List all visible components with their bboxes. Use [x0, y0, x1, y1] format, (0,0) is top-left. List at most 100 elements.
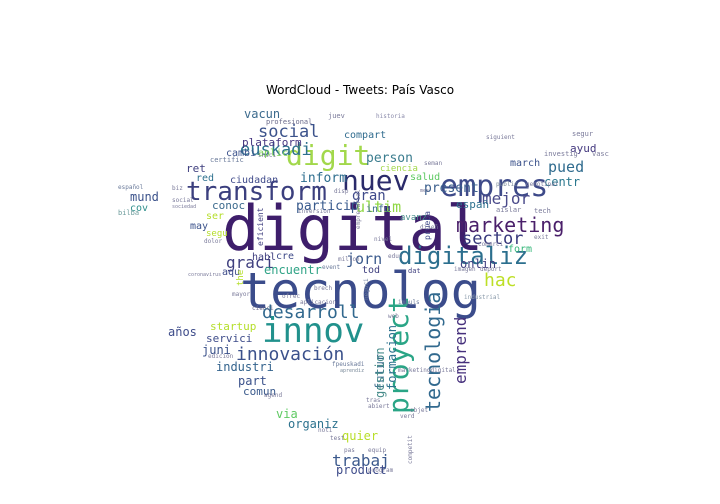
word-transform: transform [186, 177, 327, 207]
word-comerci: comerci [478, 241, 504, 248]
word-industri: industri [216, 360, 274, 374]
word-digit: digit [286, 139, 370, 172]
word-info: info [366, 204, 390, 215]
word-prueba: prueba [423, 211, 432, 240]
word-form: form [508, 244, 532, 255]
word-equip: equip [368, 447, 386, 454]
word-mund: mund [130, 190, 159, 204]
word-event: event [322, 264, 340, 271]
word-cre: cre [276, 251, 294, 262]
word-noti: noti [318, 427, 333, 434]
word-gran: gran [352, 188, 386, 204]
word-encuentr: encuentr [264, 263, 322, 277]
word-brech: brech [314, 285, 332, 292]
word-nivel: nivel [374, 236, 392, 243]
word-dat: dat [408, 267, 421, 275]
word-sociedad: sociedad [172, 204, 196, 210]
word-verd: verd [400, 413, 415, 420]
word-vasc: vasc [592, 150, 609, 158]
word-euskadi: euskadi [240, 140, 312, 160]
word-coronavirus: coronavirus [188, 272, 221, 278]
word-servici: servici [206, 332, 252, 345]
word-inversion: inversion [298, 208, 331, 215]
word-ser: ser [206, 211, 224, 222]
word-investig: investig [544, 150, 578, 158]
word-product: product [336, 463, 387, 477]
word-formacion: formacion [385, 325, 399, 390]
word-startup: startup [210, 320, 256, 333]
word-industrial: industrial [464, 294, 501, 301]
word-plataform: plataform [242, 136, 302, 149]
word-conoc: conoc [212, 199, 245, 212]
word-test: test [330, 435, 345, 442]
word-deport: deport [480, 266, 502, 273]
word-web: web [388, 313, 399, 320]
word-profesional: profesional [266, 118, 312, 126]
word-futur: futur [373, 354, 387, 390]
word-habl: habl [252, 252, 276, 263]
word-emprend: emprend [451, 317, 470, 384]
word-via: via [276, 407, 298, 421]
word-disp: disp [334, 188, 349, 195]
word-genotipar: genotipar [526, 181, 559, 188]
word-eficient: eficient [256, 207, 265, 246]
word-mes: mes [420, 188, 429, 194]
word-edicion: edicion [208, 353, 234, 360]
word-juev: juev [328, 112, 345, 120]
word-agend: agend [264, 392, 282, 399]
word-cov: cov [130, 203, 148, 214]
word-tras: tras [366, 397, 381, 404]
word-quier: quier [342, 429, 378, 443]
word-ciencia: ciencia [380, 164, 418, 174]
word-abiert: abiert [368, 403, 390, 410]
word-impuls: impuls [398, 299, 420, 306]
word-onlin: onlin [460, 257, 496, 271]
word-pued: pued [548, 158, 584, 176]
word-hac: hac [484, 270, 517, 291]
word-social: social [172, 197, 194, 204]
word-present: present [424, 181, 479, 196]
word-fpeuskadi: fpeuskadi [332, 361, 365, 368]
word-march: march [510, 158, 540, 169]
word-seman: seman [424, 160, 442, 167]
word-ciudadan: ciudadan [230, 175, 278, 186]
word-program: program [368, 467, 394, 474]
word-segu: segu [206, 229, 228, 239]
word-part: part [238, 374, 267, 388]
word-espa-: españ [456, 198, 489, 211]
word-avanz: avanz [400, 213, 427, 223]
word-ret: ret [186, 162, 206, 175]
word-marketing: marketing [456, 213, 564, 237]
word-empres: empres [440, 169, 548, 204]
word-desarroll: desarroll [262, 302, 360, 323]
word-particip: particip [296, 199, 359, 214]
word-inici: inici [258, 152, 276, 159]
word-mayor: mayor [232, 291, 250, 298]
word-innovaci-n: innovación [236, 344, 344, 365]
word-aplicacion: aplicacion [300, 299, 337, 306]
word-graci: graci [226, 253, 274, 272]
word-proyect: proyect [382, 296, 415, 414]
word-a-os: años [168, 325, 197, 339]
word-marketingdigital: marketingdigital [398, 367, 456, 374]
word-ayud: ayud [570, 142, 597, 155]
word-innov: innov [262, 311, 364, 351]
word-aprendiz: aprendiz [340, 368, 364, 374]
word-gestion: gestion [373, 347, 387, 398]
page-title: WordCloud - Tweets: País Vasco [265, 83, 455, 97]
word-compart: compart [344, 130, 386, 141]
word-person: person [366, 151, 413, 166]
word-inform: inform [300, 171, 347, 186]
word-imagen: imagen [454, 266, 476, 273]
word-juni: juni [202, 343, 231, 357]
word-biz: biz [172, 185, 183, 192]
word-exit: exit [534, 234, 549, 241]
word-ofrec: ofrec [282, 293, 300, 300]
word-segur: segur [572, 130, 593, 138]
word-espa-ol: español [118, 184, 144, 191]
word-dise-: diseñ [420, 224, 438, 231]
word-trabaj: trabaj [332, 451, 390, 470]
word-siguient: siguient [486, 134, 515, 141]
word-may: may [190, 221, 208, 232]
